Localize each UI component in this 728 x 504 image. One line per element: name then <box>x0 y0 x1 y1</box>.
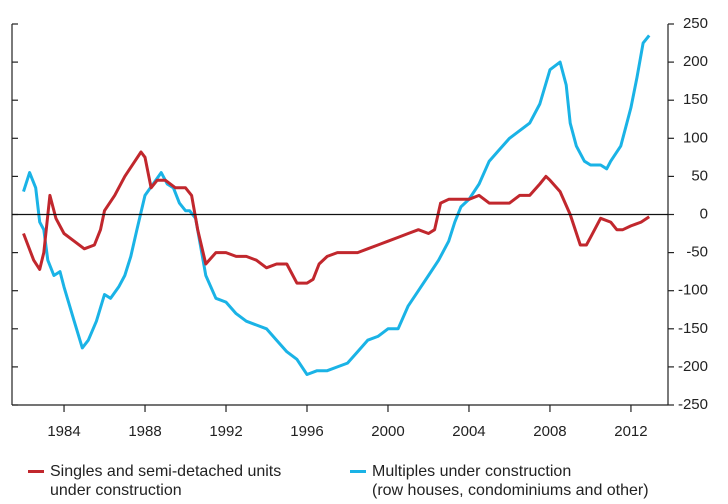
y-tick-label: 150 <box>683 91 708 108</box>
x-tick-label: 2012 <box>614 423 647 440</box>
x-tick-label: 2004 <box>452 423 485 440</box>
x-tick-label: 2000 <box>371 423 404 440</box>
x-tick-label: 2008 <box>533 423 566 440</box>
legend-label: Singles and semi-detached units under co… <box>50 463 282 499</box>
legend-item: Singles and semi-detached units under co… <box>28 462 281 500</box>
y-tick-label: -100 <box>678 282 708 299</box>
x-tick-label: 1984 <box>47 423 80 440</box>
series-line <box>22 150 651 285</box>
chart: -250 -200 -150 -100 -50 0 50 100 150 200 250 1984 19… <box>11 15 708 440</box>
y-tick-label: 200 <box>683 53 708 70</box>
x-tick-label: 1992 <box>209 423 242 440</box>
y-tick-label: 50 <box>691 167 708 184</box>
y-tick-label: 100 <box>683 129 708 146</box>
series-line <box>22 34 651 376</box>
y-tick-label: -250 <box>678 396 708 413</box>
y-tick-label: 0 <box>700 205 708 222</box>
legend-label: Multiples under construction (row houses… <box>372 463 649 499</box>
y-tick-label: -150 <box>678 320 708 337</box>
x-tick-label: 1988 <box>128 423 161 440</box>
legend-swatch <box>28 470 44 473</box>
y-tick-label: 250 <box>683 15 708 32</box>
legend-swatch <box>350 470 366 473</box>
x-tick-label: 1996 <box>290 423 323 440</box>
y-tick-label: -200 <box>678 358 708 375</box>
y-tick-label: -50 <box>686 244 708 261</box>
legend-item: Multiples under construction (row houses… <box>350 462 649 500</box>
